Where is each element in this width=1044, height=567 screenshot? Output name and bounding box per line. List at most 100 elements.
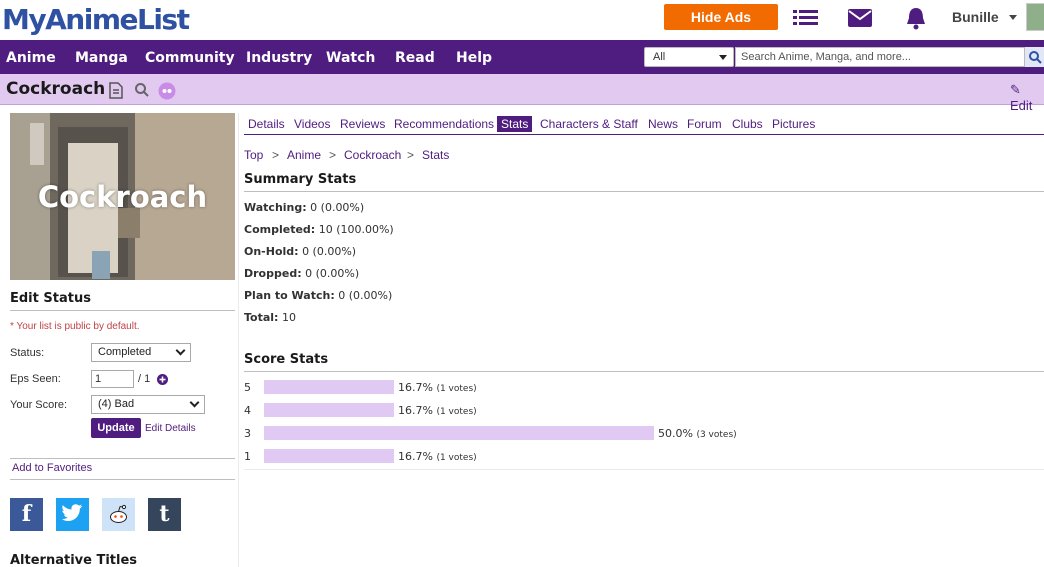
edit-details-link[interactable]: Edit Details [145, 423, 196, 434]
facebook-share-button[interactable]: f [10, 498, 43, 531]
search-scope-select[interactable]: All [644, 47, 734, 67]
title-bar: Cockroach ✎ Edit [0, 74, 1044, 113]
tab-videos[interactable]: Videos [294, 117, 331, 131]
stat-value: 0 (0.00%) [338, 289, 393, 302]
facebook-icon: f [21, 501, 32, 527]
nav-read[interactable]: Read [395, 50, 435, 66]
pencil-icon: ✎ [1010, 82, 1021, 97]
tumblr-share-button[interactable]: t [148, 498, 181, 531]
breadcrumb-top[interactable]: Top [244, 148, 264, 162]
score-stats-heading: Score Stats [244, 352, 329, 367]
anime-cover-image[interactable]: Cockroach [10, 113, 235, 280]
score-percent-label: 50.0% (3 votes) [658, 427, 737, 440]
tab-stats[interactable]: Stats [497, 116, 533, 132]
stat-value: 0 (0.00%) [305, 267, 360, 280]
chevron-down-icon[interactable] [1009, 15, 1017, 20]
score-votes-label: (1 votes) [436, 407, 477, 417]
score-bar [264, 403, 394, 417]
breadcrumb-anime[interactable]: Anime [287, 148, 322, 162]
stat-value: 0 (0.00%) [310, 201, 365, 214]
nav-anime[interactable]: Anime [6, 50, 56, 66]
twitter-share-button[interactable] [56, 498, 89, 531]
column-divider [238, 113, 239, 567]
hide-ads-button[interactable]: Hide Ads [664, 4, 778, 30]
edit-status-heading: Edit Status [10, 291, 91, 306]
stat-plan-to-watch: Plan to Watch: 0 (0.00%) [244, 289, 392, 302]
bell-icon[interactable] [902, 6, 930, 30]
nav-help[interactable]: Help [456, 50, 493, 66]
stat-watching: Watching: 0 (0.00%) [244, 201, 364, 214]
page-title: Cockroach [6, 79, 106, 99]
score-votes-label: (3 votes) [696, 430, 737, 440]
stat-total: Total: 10 [244, 311, 296, 324]
score-select[interactable]: (4) Bad [91, 395, 205, 414]
stat-label: On-Hold: [244, 245, 299, 258]
stat-dropped: Dropped: 0 (0.00%) [244, 267, 359, 280]
reddit-share-button[interactable] [102, 498, 135, 531]
search-icon [1029, 51, 1042, 64]
dropdown-arrow-icon [719, 55, 727, 60]
score-percent-label: 16.7% (1 votes) [398, 381, 477, 394]
main-nav: Anime Manga Community Industry Watch Rea… [0, 40, 1044, 74]
score-value: (4) Bad [98, 398, 135, 410]
score-votes-label: (1 votes) [436, 453, 477, 463]
breadcrumb-separator: > [272, 148, 280, 162]
stat-completed: Completed: 10 (100.00%) [244, 223, 394, 236]
alternative-titles-heading: Alternative Titles [10, 553, 138, 567]
score-percent-label: 16.7% (1 votes) [398, 404, 477, 417]
tab-forum[interactable]: Forum [687, 117, 722, 131]
chevron-down-icon [175, 345, 186, 356]
search-scope-value: All [653, 51, 666, 63]
chevron-down-icon [189, 397, 200, 408]
eps-total: / 1 [138, 373, 151, 385]
breadcrumb-cockroach[interactable]: Cockroach [344, 148, 402, 162]
nav-watch[interactable]: Watch [326, 50, 376, 66]
score-percent-label: 16.7% (1 votes) [398, 450, 477, 463]
nav-manga[interactable]: Manga [75, 50, 128, 66]
stat-label: Total: [244, 311, 279, 324]
tab-details[interactable]: Details [248, 117, 285, 131]
tab-characters-staff[interactable]: Characters & Staff [540, 117, 638, 131]
search-button[interactable] [1025, 47, 1044, 67]
search-input[interactable]: Search Anime, Manga, and more... [735, 47, 1025, 67]
twitter-icon [61, 504, 83, 522]
eps-seen-label: Eps Seen: [10, 373, 61, 385]
username[interactable]: Bunille [952, 9, 999, 25]
stat-label: Plan to Watch: [244, 289, 335, 302]
streaming-icon[interactable] [158, 82, 176, 100]
tab-clubs[interactable]: Clubs [732, 117, 763, 131]
status-select[interactable]: Completed [91, 343, 191, 362]
divider [10, 479, 235, 480]
eps-seen-input[interactable]: 1 [91, 370, 134, 388]
score-value-label: 5 [244, 381, 251, 394]
edit-title-link[interactable]: ✎ Edit [1010, 82, 1044, 113]
site-logo[interactable]: MyAnimeList [2, 3, 190, 36]
add-to-favorites-link[interactable]: Add to Favorites [12, 462, 93, 474]
increment-icon[interactable] [157, 374, 168, 385]
tab-reviews[interactable]: Reviews [340, 117, 386, 131]
document-icon[interactable] [109, 82, 123, 99]
avatar[interactable] [1026, 3, 1044, 31]
divider [244, 371, 1044, 372]
tab-recommendations[interactable]: Recommendations [394, 117, 495, 131]
magnifier-icon[interactable] [134, 82, 150, 98]
list-icon[interactable] [792, 6, 820, 30]
summary-stats-heading: Summary Stats [244, 172, 357, 187]
score-bar [264, 449, 394, 463]
divider [244, 469, 1044, 470]
tab-news[interactable]: News [648, 117, 679, 131]
stat-label: Dropped: [244, 267, 302, 280]
status-label: Status: [10, 347, 45, 359]
breadcrumb-separator: > [329, 148, 337, 162]
your-score-label: Your Score: [10, 399, 68, 411]
mail-icon[interactable] [846, 6, 874, 30]
divider [244, 191, 1044, 192]
tabs-underline [244, 134, 1044, 135]
update-button[interactable]: Update [91, 418, 141, 438]
nav-industry[interactable]: Industry [246, 50, 313, 66]
tab-pictures[interactable]: Pictures [772, 117, 816, 131]
nav-community[interactable]: Community [145, 50, 235, 66]
breadcrumb-stats[interactable]: Stats [422, 148, 450, 162]
score-value-label: 3 [244, 427, 251, 440]
public-note: * Your list is public by default. [10, 321, 140, 332]
